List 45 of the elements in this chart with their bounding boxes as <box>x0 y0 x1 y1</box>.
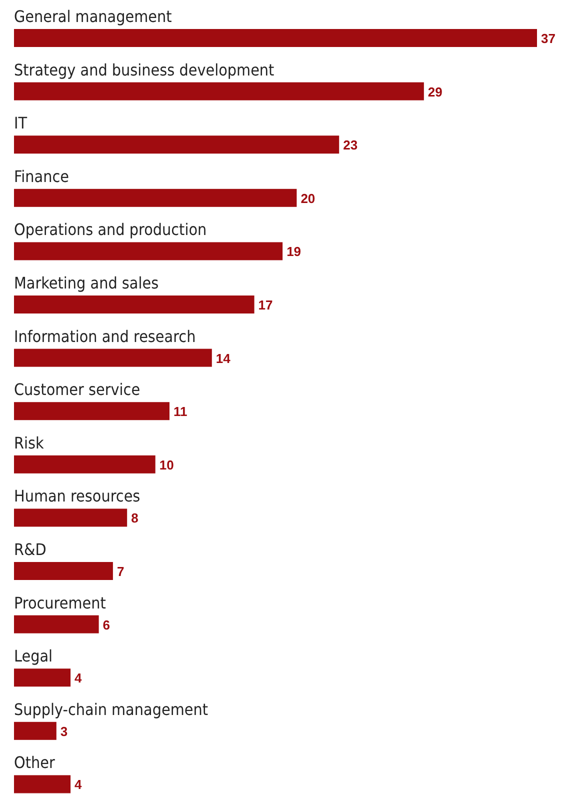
bar <box>14 508 128 527</box>
y-tick-label: Finance <box>14 166 70 186</box>
bar <box>14 775 71 794</box>
y-tick-label: IT <box>14 114 28 133</box>
y-tick-label: Other <box>14 753 55 772</box>
bar <box>14 615 99 634</box>
bar <box>14 29 537 47</box>
data-label: 14 <box>216 350 232 366</box>
y-tick-label: Marketing and sales <box>14 274 159 292</box>
bar <box>14 296 254 314</box>
bar <box>14 562 113 580</box>
y-tick-label: R&D <box>14 540 46 559</box>
data-label: 6 <box>102 617 110 632</box>
bar <box>14 82 424 100</box>
y-tick-label: Legal <box>14 646 53 666</box>
data-label: 37 <box>541 31 556 46</box>
bar <box>14 402 170 420</box>
y-tick-label: Risk <box>14 433 44 452</box>
bar <box>14 188 297 207</box>
bar <box>14 242 283 260</box>
data-label: 7 <box>116 564 124 579</box>
data-label: 4 <box>74 777 83 792</box>
data-label: 4 <box>74 670 83 686</box>
y-tick-label: Procurement <box>14 593 106 612</box>
data-label: 17 <box>258 298 273 312</box>
y-tick-label: Customer service <box>14 380 140 400</box>
y-tick-label: Strategy and business development <box>14 60 275 80</box>
data-label: 10 <box>159 457 174 472</box>
bar <box>14 348 212 367</box>
y-tick-label: Supply-chain management <box>14 700 208 719</box>
data-label: 23 <box>343 138 358 153</box>
bar <box>14 455 156 474</box>
data-label: 29 <box>428 84 442 100</box>
bar <box>14 668 71 687</box>
data-label: 8 <box>131 510 138 526</box>
y-tick-label: Operations and production <box>14 220 207 240</box>
data-label: 11 <box>173 404 188 420</box>
y-tick-label: Human resources <box>14 486 140 506</box>
bar <box>14 722 56 740</box>
y-tick-label: Information and research <box>14 326 196 346</box>
data-label: 19 <box>286 244 302 260</box>
data-label: 3 <box>60 724 68 739</box>
data-label: 20 <box>300 190 316 206</box>
bar <box>14 136 340 154</box>
y-tick-label: General management <box>14 7 172 26</box>
